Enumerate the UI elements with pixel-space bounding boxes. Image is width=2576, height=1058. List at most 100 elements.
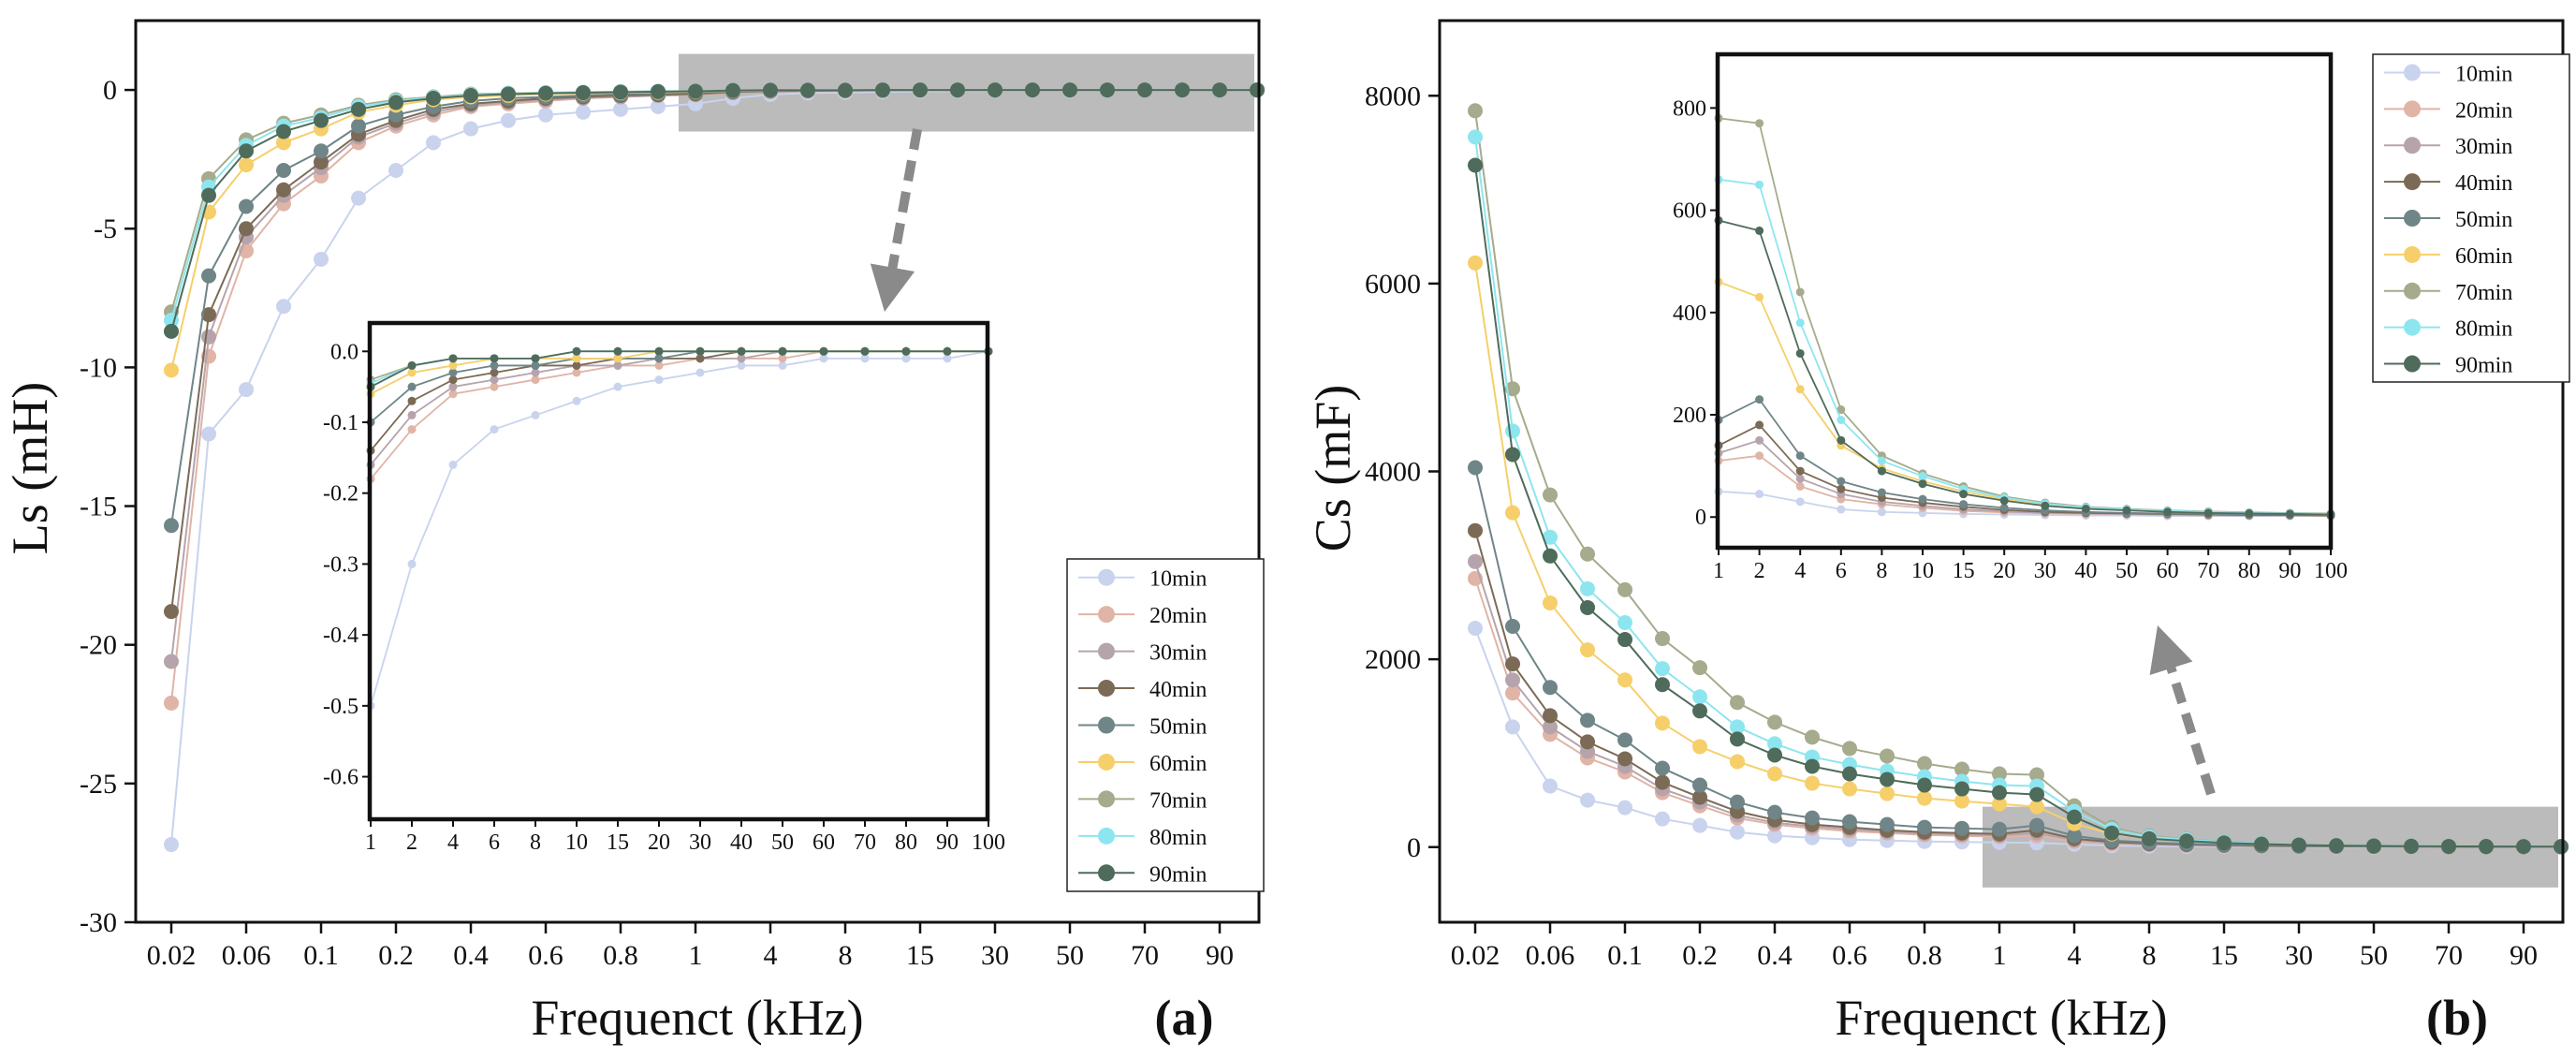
data-point-60min [1580, 642, 1595, 658]
data-point-10min [1730, 824, 1745, 840]
inset-data-point-90min [860, 346, 870, 356]
data-point-50min [276, 163, 291, 179]
legend-marker-60min [2404, 245, 2421, 263]
legend-marker-90min [1098, 864, 1115, 882]
data-point-70min [1917, 756, 1932, 771]
inset-data-point-50min [1959, 500, 1969, 509]
inset-y-tick-label: -0.4 [323, 624, 359, 648]
data-point-90min [351, 101, 366, 117]
y-tick-label: -25 [80, 769, 117, 800]
inset-data-point-90min [695, 346, 705, 356]
data-point-90min [164, 323, 179, 339]
x-tick-label: 1 [689, 940, 703, 971]
data-point-50min [1617, 732, 1632, 748]
data-point-70min [1692, 660, 1707, 676]
legend-marker-20min [1098, 606, 1115, 624]
inset-data-point-20min [1795, 481, 1805, 491]
y-tick-label: -5 [94, 213, 117, 244]
inset-data-point-20min [407, 425, 417, 434]
inset-data-point-30min [613, 360, 622, 370]
data-point-10min [239, 382, 254, 398]
inset-y-tick-label: 800 [1673, 96, 1706, 121]
inset-data-point-20min [654, 360, 664, 370]
inset-data-point-60min [613, 354, 622, 363]
inset-data-point-70min [1795, 287, 1805, 297]
inset-data-point-90min [1959, 490, 1969, 499]
inset-data-point-10min [572, 396, 581, 405]
data-point-90min [800, 82, 815, 98]
data-point-90min [2404, 838, 2419, 854]
inset-x-tick-label: 10 [1911, 559, 1934, 583]
data-point-90min [1954, 781, 1969, 797]
x-tick-label: 30 [2285, 940, 2313, 971]
inset-data-point-90min [490, 354, 499, 363]
data-point-10min [613, 101, 628, 117]
data-point-90min [576, 85, 591, 101]
data-point-70min [1505, 381, 1520, 397]
legend-marker-30min [2404, 137, 2421, 154]
inset-data-point-10min [407, 559, 417, 568]
x-tick-label: 0.02 [147, 940, 197, 971]
legend-marker-80min [2404, 318, 2421, 336]
data-point-90min [2179, 833, 2194, 849]
inset-data-point-10min [654, 375, 664, 385]
legend-label-60min: 60min [1149, 752, 1207, 776]
data-point-70min [2029, 767, 2044, 783]
inset-data-point-10min [943, 354, 952, 363]
inset-x-tick-label: 1 [365, 830, 376, 855]
data-point-90min [463, 88, 478, 104]
data-point-90min [651, 83, 666, 99]
x-tick-label: 0.06 [1526, 940, 1575, 971]
inset-data-point-90min [572, 346, 581, 356]
data-point-70min [1580, 546, 1595, 562]
inset-data-point-90min [531, 354, 540, 363]
data-point-50min [1954, 820, 1969, 836]
x-tick-label: 90 [1206, 940, 1234, 971]
data-point-30min [1468, 553, 1483, 569]
data-point-10min [1468, 621, 1483, 637]
chart-panel-a: 0-5-10-15-20-25-300.02 0.06 0.1 0.2 0.4 0.6 0.… [2, 19, 1265, 1046]
inset-data-point-70min [1837, 405, 1846, 415]
data-point-90min [1505, 447, 1520, 463]
x-tick-label: 0.1 [1607, 940, 1643, 971]
inset-data-point-90min [2041, 501, 2050, 510]
x-tick-label: 0.8 [1907, 940, 1942, 971]
data-point-10min [1543, 778, 1558, 794]
inset-data-point-10min [448, 460, 458, 469]
data-point-30min [164, 654, 179, 669]
x-tick-label: 70 [2435, 940, 2463, 971]
inset-data-point-90min [1877, 466, 1886, 476]
x-tick-label: 0.8 [603, 940, 638, 971]
data-point-40min [1692, 789, 1707, 805]
inset-data-point-50min [1837, 477, 1846, 486]
data-point-90min [1805, 758, 1820, 774]
legend-label-40min: 40min [1149, 678, 1207, 702]
data-point-60min [1468, 255, 1483, 271]
inset-chart: 0 200 400 600 800 1 2 4 6 8 10 15 20 30 40 50 60 70 80 90 10… [1673, 51, 2348, 583]
inset-data-point-90min [737, 346, 746, 356]
zoom-arrow-shaft [886, 128, 922, 278]
data-point-50min [1692, 777, 1707, 793]
inset-data-point-70min [1755, 119, 1764, 128]
inset-data-point-90min [2081, 504, 2090, 513]
data-point-80min [1655, 661, 1670, 677]
legend-marker-50min [2404, 210, 2421, 227]
legend-label-70min: 70min [1149, 788, 1207, 813]
inset-x-tick-label: 15 [607, 830, 629, 855]
inset-data-point-80min [1877, 456, 1886, 465]
data-point-10min [1767, 828, 1782, 844]
inset-x-tick-label: 40 [730, 830, 753, 855]
series-line-30min [1474, 561, 2561, 848]
inset-x-tick-label: 100 [2314, 559, 2348, 583]
inset-y-tick-label: 0.0 [330, 340, 359, 364]
inset-data-point-40min [695, 354, 705, 363]
data-point-90min [426, 90, 441, 106]
inset-data-point-10min [1877, 507, 1886, 517]
inset-data-point-30min [1795, 474, 1805, 483]
inset-background [370, 323, 988, 819]
data-point-90min [1655, 677, 1670, 693]
data-point-10min [276, 299, 291, 315]
inset-series-line-10min [370, 350, 989, 707]
data-point-60min [1805, 775, 1820, 791]
inset-x-tick-label: 30 [689, 830, 711, 855]
